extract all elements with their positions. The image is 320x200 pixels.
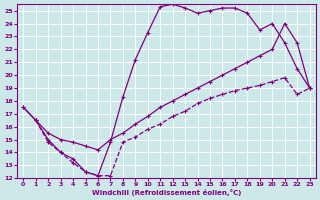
X-axis label: Windchill (Refroidissement éolien,°C): Windchill (Refroidissement éolien,°C) xyxy=(92,189,241,196)
